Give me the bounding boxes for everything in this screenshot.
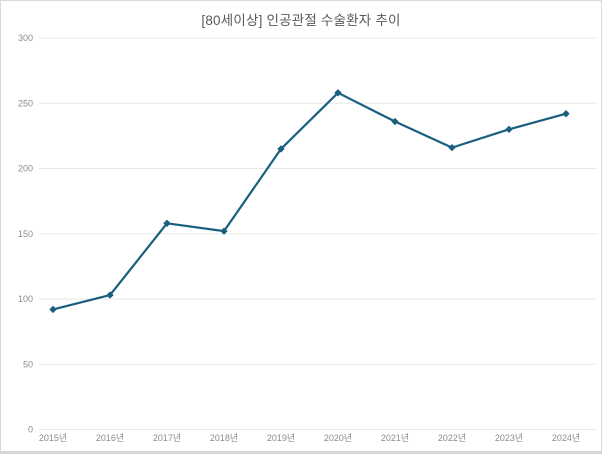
x-axis-label: 2023년: [495, 433, 523, 443]
x-axis-label: 2015년: [39, 433, 67, 443]
chart-title: [80세이상] 인공관절 수술환자 추이: [201, 13, 401, 28]
x-axis-label: 2018년: [210, 433, 238, 443]
data-point-marker: [49, 305, 57, 314]
y-axis-tick-label: 100: [18, 294, 33, 304]
data-point-marker: [505, 125, 513, 134]
x-axis-label: 2019년: [267, 433, 295, 443]
x-axis-label: 2020년: [324, 433, 352, 443]
x-axis-label: 2017년: [153, 433, 181, 443]
data-point-marker: [334, 89, 342, 97]
data-point-marker: [391, 117, 399, 126]
data-point-marker: [106, 291, 114, 299]
y-axis-tick-label: 0: [28, 425, 33, 435]
data-point-marker: [220, 227, 228, 235]
data-point-marker: [448, 143, 456, 152]
y-axis-tick-label: 150: [18, 229, 33, 239]
x-axis-label: 2022년: [438, 433, 466, 443]
y-axis-tick-label: 300: [18, 33, 33, 43]
x-axis-label: 2016년: [96, 433, 124, 443]
series-line: [51, 91, 568, 311]
x-axis-label: 2024년: [552, 433, 580, 443]
data-point-marker: [562, 110, 570, 118]
y-axis-tick-label: 50: [23, 359, 33, 369]
data-point-marker: [277, 145, 285, 153]
y-axis-tick-label: 250: [18, 98, 33, 108]
x-axis-label: 2021년: [381, 433, 409, 443]
y-axis-tick-label: 200: [18, 164, 33, 174]
